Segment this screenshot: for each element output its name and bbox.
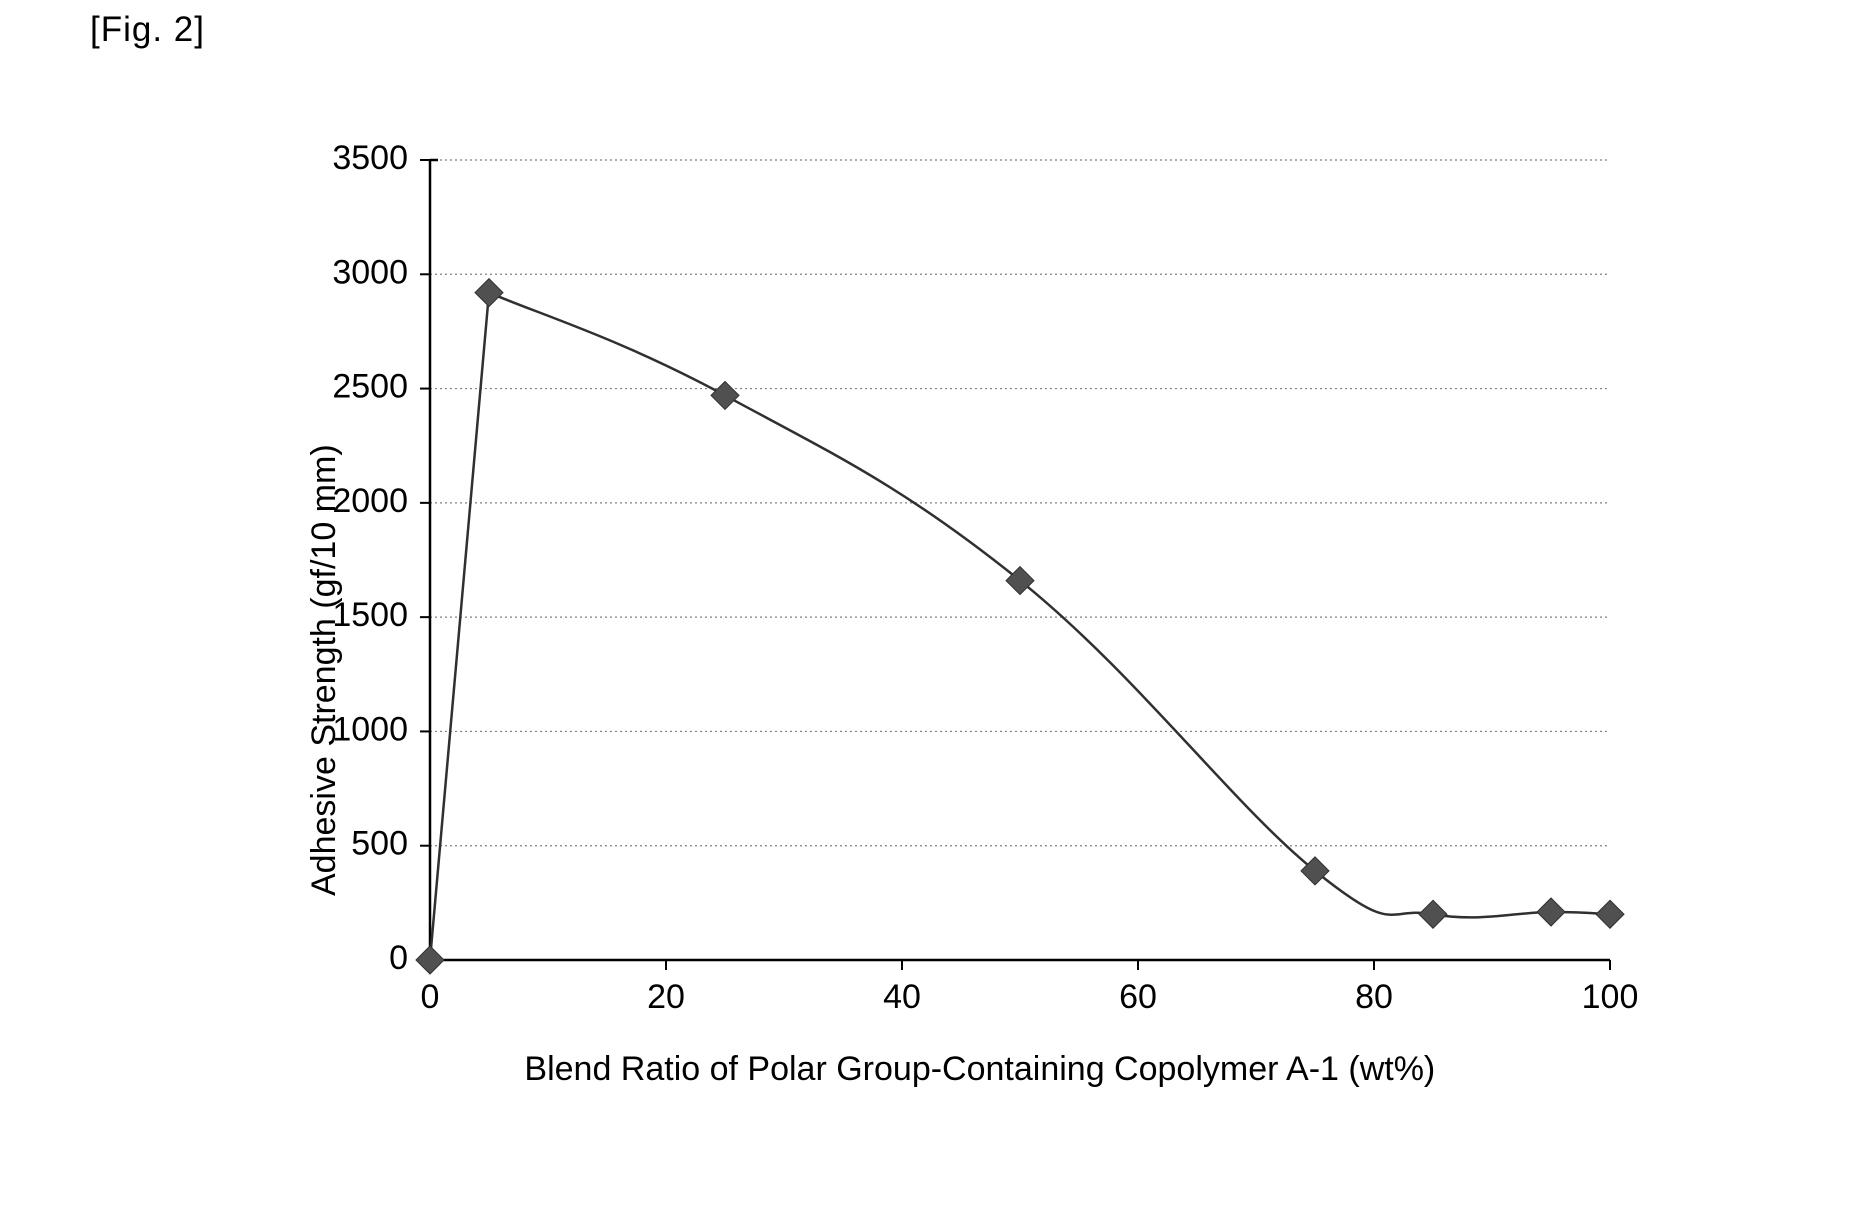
x-axis-label: Blend Ratio of Polar Group-Containing Co… [524,1050,1435,1089]
x-tick-label: 20 [647,978,685,1016]
line-chart: 0500100015002000250030003500020406080100 [290,140,1670,1100]
y-tick-label: 2500 [332,368,408,406]
y-tick-label: 500 [351,825,408,863]
x-tick-label: 100 [1582,978,1639,1016]
y-axis-label: Adhesive Strength (gf/10 mm) [305,444,344,896]
x-tick-label: 80 [1355,978,1393,1016]
y-tick-label: 3500 [332,140,408,177]
x-tick-label: 60 [1119,978,1157,1016]
y-tick-label: 0 [389,939,408,977]
chart-container: 0500100015002000250030003500020406080100… [290,140,1670,1100]
y-tick-label: 3000 [332,253,408,291]
x-tick-label: 40 [883,978,921,1016]
figure-caption: [Fig. 2] [90,10,205,50]
x-tick-label: 0 [421,978,440,1016]
